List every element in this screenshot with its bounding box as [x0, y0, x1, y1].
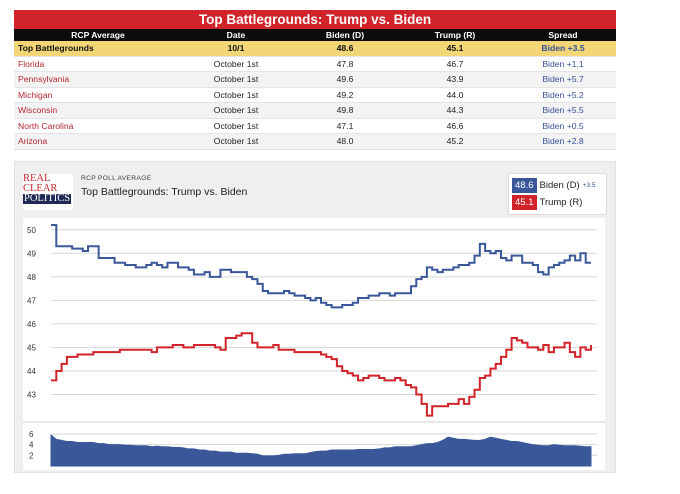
header-rcp-average[interactable]: RCP Average: [14, 29, 182, 41]
average-label: Top Battlegrounds: [14, 41, 182, 57]
legend-item-biden[interactable]: 48.6 Biden (D) +3.5: [512, 177, 606, 194]
row-date: October 1st: [182, 71, 290, 88]
poll-title: Top Battlegrounds: Trump vs. Biden: [81, 186, 248, 198]
legend-item-trump[interactable]: 45.1 Trump (R): [512, 194, 606, 211]
average-spread: Biden +3.5: [510, 41, 616, 57]
row-date: October 1st: [182, 56, 290, 72]
volume-tick-label: 6: [29, 430, 34, 439]
y-tick-label: 49: [27, 249, 36, 258]
table-row: North Carolina October 1st 47.1 46.6 Bid…: [14, 118, 616, 134]
volume-area: [50, 434, 592, 467]
logo-line-clear: CLEAR: [23, 183, 58, 194]
y-tick-label: 47: [27, 296, 36, 305]
y-tick-label: 48: [27, 273, 36, 282]
volume-tick-label: 4: [29, 441, 34, 450]
row-trump: 45.2: [400, 133, 510, 150]
row-trump: 46.6: [400, 118, 510, 134]
row-trump: 44.3: [400, 102, 510, 119]
poll-table: RCP Average Date Biden (D) Trump (R) Spr…: [14, 29, 616, 150]
volume-tick-label: 2: [29, 451, 34, 460]
table-row: Pennsylvania October 1st 49.6 43.9 Biden…: [14, 71, 616, 88]
series-line-biden: [51, 224, 591, 309]
rcp-logo[interactable]: REAL CLEAR POLITICS: [23, 173, 73, 210]
state-link-north-carolina[interactable]: North Carolina: [14, 118, 182, 134]
average-row: Top Battlegrounds 10/1 48.6 45.1 Biden +…: [14, 41, 616, 57]
row-biden: 48.0: [290, 133, 400, 150]
row-trump: 43.9: [400, 71, 510, 88]
table-row: Florida October 1st 47.8 46.7 Biden +1.1: [14, 56, 616, 72]
state-link-pennsylvania[interactable]: Pennsylvania: [14, 71, 182, 88]
row-spread: Biden +5.5: [510, 102, 616, 119]
battleground-table: Top Battlegrounds: Trump vs. Biden RCP A…: [14, 10, 616, 150]
plot-area[interactable]: 43 44 45 46 47 48 49 50 2 4 6: [23, 218, 605, 470]
average-biden: 48.6: [290, 41, 400, 57]
row-spread: Biden +5.7: [510, 71, 616, 88]
state-link-florida[interactable]: Florida: [14, 56, 182, 72]
state-link-michigan[interactable]: Michigan: [14, 87, 182, 103]
logo-line-real: REAL: [23, 173, 51, 184]
row-trump: 46.7: [400, 56, 510, 72]
table-row: Michigan October 1st 49.2 44.0 Biden +5.…: [14, 87, 616, 103]
chart-panel: REAL CLEAR POLITICS RCP POLL AVERAGE Top…: [14, 161, 616, 473]
row-trump: 44.0: [400, 87, 510, 103]
table-row: Arizona October 1st 48.0 45.2 Biden +2.8: [14, 133, 616, 150]
row-date: October 1st: [182, 118, 290, 134]
state-link-wisconsin[interactable]: Wisconsin: [14, 102, 182, 119]
row-spread: Biden +0.5: [510, 118, 616, 134]
poll-subtitle: RCP POLL AVERAGE: [81, 175, 152, 182]
y-tick-label: 44: [27, 367, 36, 376]
y-tick-label: 43: [27, 390, 36, 399]
y-tick-label: 50: [27, 226, 36, 235]
row-date: October 1st: [182, 102, 290, 119]
row-spread: Biden +2.8: [510, 133, 616, 150]
chart-legend: 48.6 Biden (D) +3.5 45.1 Trump (R): [508, 173, 607, 215]
row-spread: Biden +5.2: [510, 87, 616, 103]
row-biden: 49.2: [290, 87, 400, 103]
series-line-trump: [51, 332, 592, 417]
row-biden: 49.6: [290, 71, 400, 88]
row-date: October 1st: [182, 87, 290, 103]
header-trump[interactable]: Trump (R): [400, 29, 510, 41]
legend-biden-spread: +3.5: [582, 182, 596, 189]
legend-biden-value: 48.6: [512, 178, 537, 193]
table-title: Top Battlegrounds: Trump vs. Biden: [14, 10, 616, 29]
logo-line-politics: POLITICS: [23, 193, 72, 204]
row-date: October 1st: [182, 133, 290, 150]
average-date: 10/1: [182, 41, 290, 57]
y-tick-label: 45: [27, 343, 36, 352]
row-biden: 49.8: [290, 102, 400, 119]
row-biden: 47.8: [290, 56, 400, 72]
legend-trump-name: Trump (R): [539, 197, 583, 208]
header-date[interactable]: Date: [182, 29, 290, 41]
header-spread[interactable]: Spread: [510, 29, 616, 41]
row-spread: Biden +1.1: [510, 56, 616, 72]
legend-trump-value: 45.1: [512, 195, 537, 210]
header-biden[interactable]: Biden (D): [290, 29, 400, 41]
table-row: Wisconsin October 1st 49.8 44.3 Biden +5…: [14, 102, 616, 119]
legend-biden-name: Biden (D): [539, 180, 580, 191]
y-tick-label: 46: [27, 320, 36, 329]
row-biden: 47.1: [290, 118, 400, 134]
table-header-row: RCP Average Date Biden (D) Trump (R) Spr…: [14, 29, 616, 41]
state-link-arizona[interactable]: Arizona: [14, 133, 182, 150]
average-trump: 45.1: [400, 41, 510, 57]
